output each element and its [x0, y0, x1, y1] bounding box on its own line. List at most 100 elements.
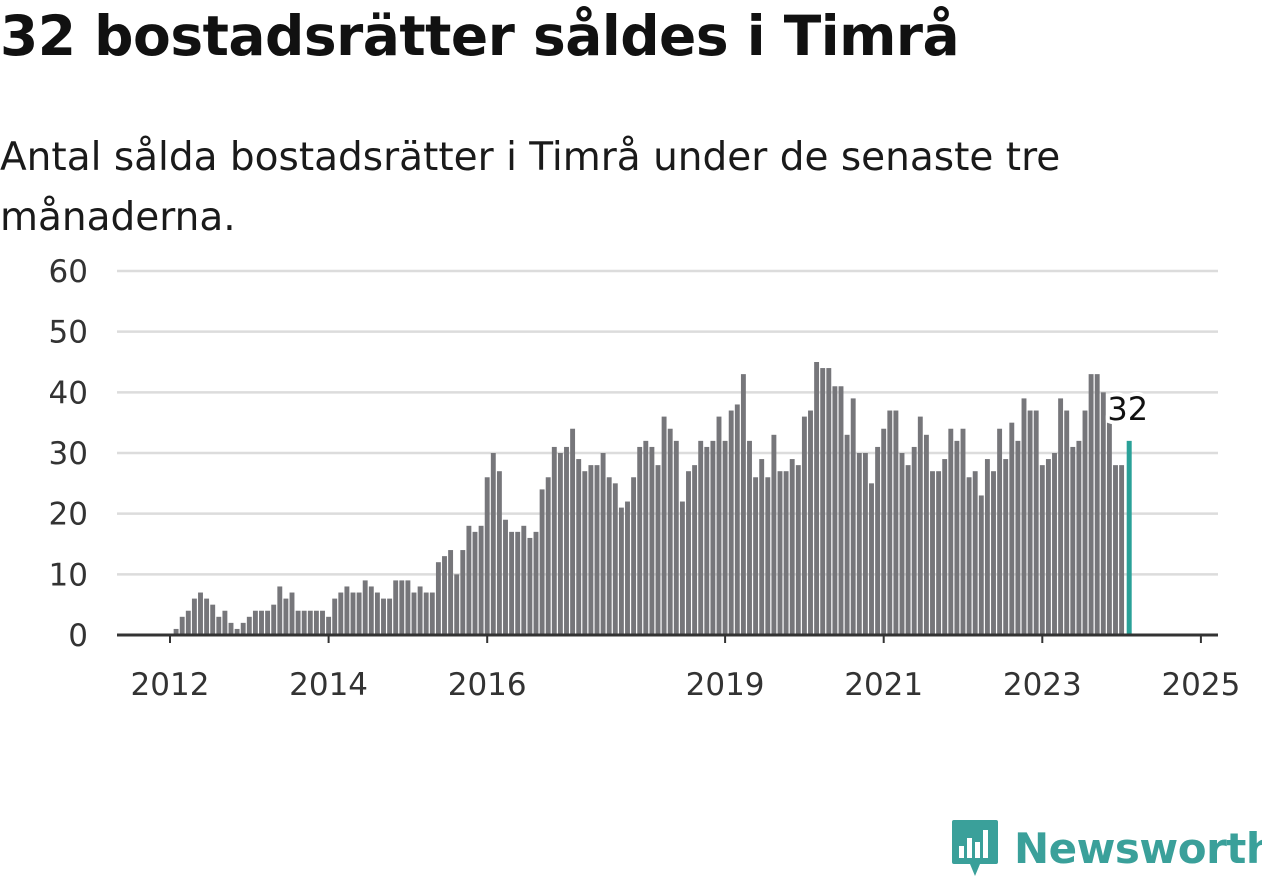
x-tick-label: 2025 — [1161, 667, 1240, 703]
bar — [844, 434, 850, 635]
bar — [551, 446, 557, 635]
bar — [710, 440, 716, 635]
bar — [301, 610, 307, 635]
bar — [185, 610, 191, 635]
bar — [374, 592, 380, 635]
bar — [881, 428, 887, 635]
bar — [661, 416, 667, 635]
bar — [1082, 410, 1088, 635]
chart-title: 32 bostadsrätter såldes i Timrå — [0, 4, 960, 68]
bar — [954, 440, 960, 635]
bar — [191, 598, 197, 635]
bar — [527, 537, 533, 635]
bar — [655, 465, 661, 635]
bar — [753, 477, 759, 635]
bar — [283, 598, 289, 635]
bar — [704, 446, 710, 635]
bar — [612, 483, 618, 635]
bar — [338, 592, 344, 635]
y-tick-label: 30 — [49, 436, 88, 472]
bar — [198, 592, 203, 635]
bar — [313, 610, 319, 635]
bar — [1070, 446, 1076, 635]
bar — [435, 562, 441, 635]
bar — [1076, 440, 1082, 635]
bar — [1064, 410, 1070, 635]
bar — [240, 622, 246, 635]
bar — [429, 592, 435, 635]
bar — [1088, 374, 1094, 635]
bar — [246, 616, 252, 635]
bar — [1045, 459, 1051, 635]
newsworthy-logo-icon — [952, 820, 998, 876]
x-tick-label: 2016 — [448, 667, 527, 703]
bar — [984, 459, 990, 635]
bar — [1113, 465, 1118, 635]
bar — [557, 453, 563, 635]
bar — [576, 459, 582, 635]
bar — [759, 459, 765, 635]
bar — [966, 477, 972, 635]
bar — [368, 586, 374, 635]
bar — [679, 501, 685, 635]
bar — [789, 459, 795, 635]
bar — [204, 598, 210, 635]
annotations: 32 — [1103, 386, 1152, 432]
bar — [533, 531, 539, 635]
bar — [606, 477, 612, 635]
bar — [271, 604, 277, 635]
bar — [265, 610, 271, 635]
bar — [570, 428, 576, 635]
bar — [496, 471, 502, 635]
bar — [930, 471, 935, 635]
bar — [1052, 453, 1057, 635]
bar — [783, 471, 789, 635]
bar — [1106, 422, 1112, 635]
bar — [856, 453, 862, 635]
bar — [740, 374, 746, 635]
bar — [600, 453, 606, 635]
bar — [234, 628, 240, 635]
bar — [350, 592, 356, 635]
bar — [423, 592, 429, 635]
bar — [777, 471, 783, 635]
bar — [1058, 398, 1064, 635]
bar — [716, 416, 722, 635]
bar — [972, 471, 978, 635]
bar — [503, 519, 508, 635]
x-tick-label: 2012 — [131, 667, 210, 703]
highlight-bar — [1126, 440, 1132, 635]
bar — [838, 386, 844, 635]
bar — [820, 368, 826, 635]
bar — [832, 386, 838, 635]
bar — [1119, 465, 1125, 635]
bar — [417, 586, 423, 635]
bar — [869, 483, 874, 635]
bar — [637, 446, 643, 635]
bar — [173, 628, 179, 635]
bar — [875, 446, 881, 635]
bar — [509, 531, 515, 635]
bar — [472, 531, 478, 635]
y-tick-label: 60 — [49, 254, 88, 290]
bar — [899, 453, 905, 635]
y-tick-label: 50 — [49, 315, 88, 351]
bar — [295, 610, 301, 635]
bar — [795, 465, 801, 635]
bar — [893, 410, 899, 635]
logo-wordmark: Newsworthy — [1014, 823, 1262, 873]
bar — [411, 592, 417, 635]
bar — [801, 416, 807, 635]
bar — [289, 592, 295, 635]
bar — [917, 416, 923, 635]
bar — [942, 459, 948, 635]
bar — [728, 410, 734, 635]
bar — [1100, 392, 1106, 635]
bar — [960, 428, 966, 635]
bar — [997, 428, 1003, 635]
bar — [210, 604, 216, 635]
bar — [1021, 398, 1027, 635]
highlight-value-label: 32 — [1107, 390, 1148, 428]
bar — [442, 556, 447, 635]
bar — [625, 501, 630, 635]
